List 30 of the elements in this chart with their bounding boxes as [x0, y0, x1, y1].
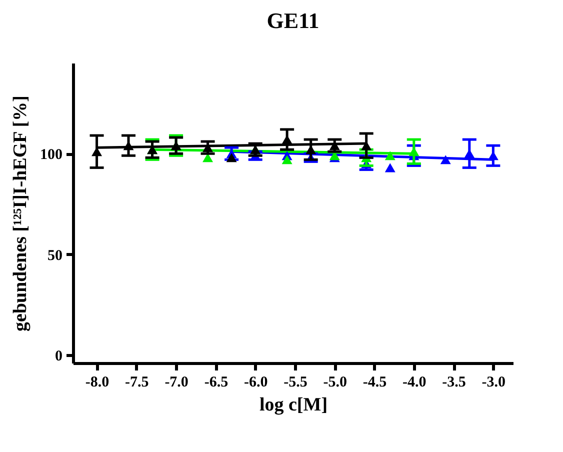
x-tick-label: -4.5: [362, 374, 387, 390]
point: [123, 141, 134, 150]
x-tick-label: -7.0: [164, 374, 188, 390]
x-tick-label: -3.5: [442, 374, 466, 390]
y-tick-label: 50: [48, 248, 62, 264]
point: [202, 153, 214, 162]
chart-title: GE11: [266, 8, 320, 33]
point: [464, 149, 475, 158]
point: [384, 163, 396, 172]
point: [408, 147, 420, 156]
x-tick-label: -8.0: [85, 374, 110, 390]
x-tick-label: -5.5: [284, 374, 308, 390]
y-tick-label: 100: [40, 147, 62, 164]
y-tick-label: 0: [55, 348, 62, 364]
x-tick-label: -6.5: [204, 374, 228, 390]
point: [440, 155, 451, 164]
x-tick-label: -6.0: [244, 374, 268, 390]
y-axis-title: gebundenes [¹²⁵I]I-hEGF [%]: [10, 96, 31, 332]
x-axis-title: log c[M]: [259, 394, 328, 416]
point: [384, 151, 396, 160]
point: [92, 147, 102, 156]
x-tick-label: -3.0: [482, 374, 506, 390]
point: [488, 151, 498, 160]
x-tick-label: -4.0: [402, 374, 426, 390]
point: [226, 153, 237, 162]
x-tick-label: -5.0: [323, 374, 347, 390]
point: [329, 141, 340, 150]
point: [306, 145, 316, 154]
x-tick-label: -7.5: [125, 374, 149, 390]
point: [282, 155, 292, 164]
